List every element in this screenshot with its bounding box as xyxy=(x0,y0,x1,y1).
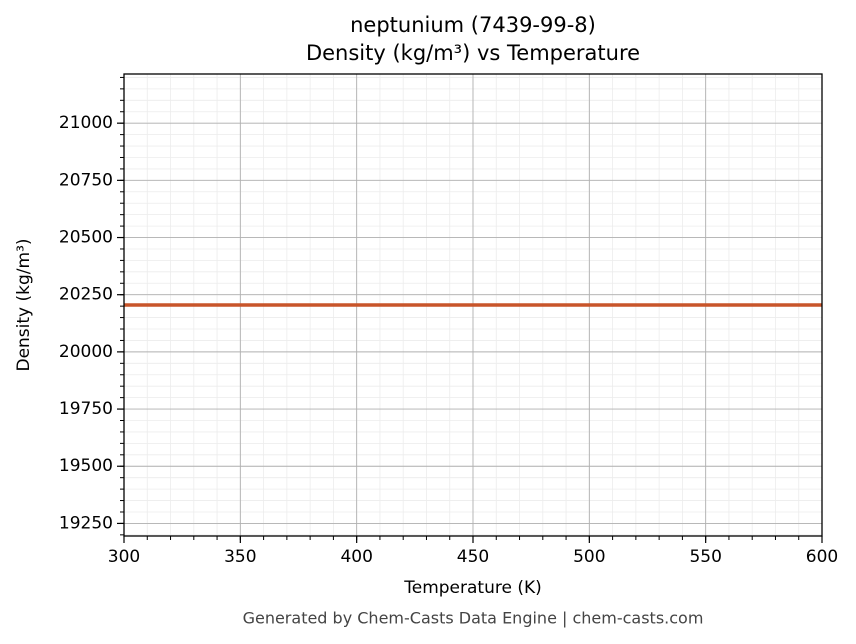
footer: Generated by Chem-Casts Data Engine | ch… xyxy=(243,609,704,628)
x-axis-label: Temperature (K) xyxy=(403,578,542,598)
chart-title: neptunium (7439-99-8) xyxy=(350,13,596,37)
x-tick-label: 300 xyxy=(108,547,140,567)
y-tick-label: 20500 xyxy=(59,228,113,248)
x-tick-label: 450 xyxy=(457,547,489,567)
x-tick-label: 600 xyxy=(806,547,838,567)
y-tick-label: 20000 xyxy=(59,342,113,362)
y-tick-label: 20250 xyxy=(59,285,113,305)
x-tick-label: 550 xyxy=(689,547,721,567)
plot-frame xyxy=(123,73,823,537)
chart-subtitle: Density (kg/m³) vs Temperature xyxy=(306,41,640,65)
y-tick-label: 19250 xyxy=(59,513,113,533)
y-tick-label: 19750 xyxy=(59,399,113,419)
y-tick-label: 20750 xyxy=(59,170,113,190)
x-tick-label: 400 xyxy=(340,547,372,567)
y-axis-label: Density (kg/m³) xyxy=(14,238,34,371)
y-tick-label: 19500 xyxy=(59,456,113,476)
x-tick-label: 350 xyxy=(224,547,256,567)
x-tick-label: 500 xyxy=(573,547,605,567)
y-tick-label: 21000 xyxy=(59,113,113,133)
